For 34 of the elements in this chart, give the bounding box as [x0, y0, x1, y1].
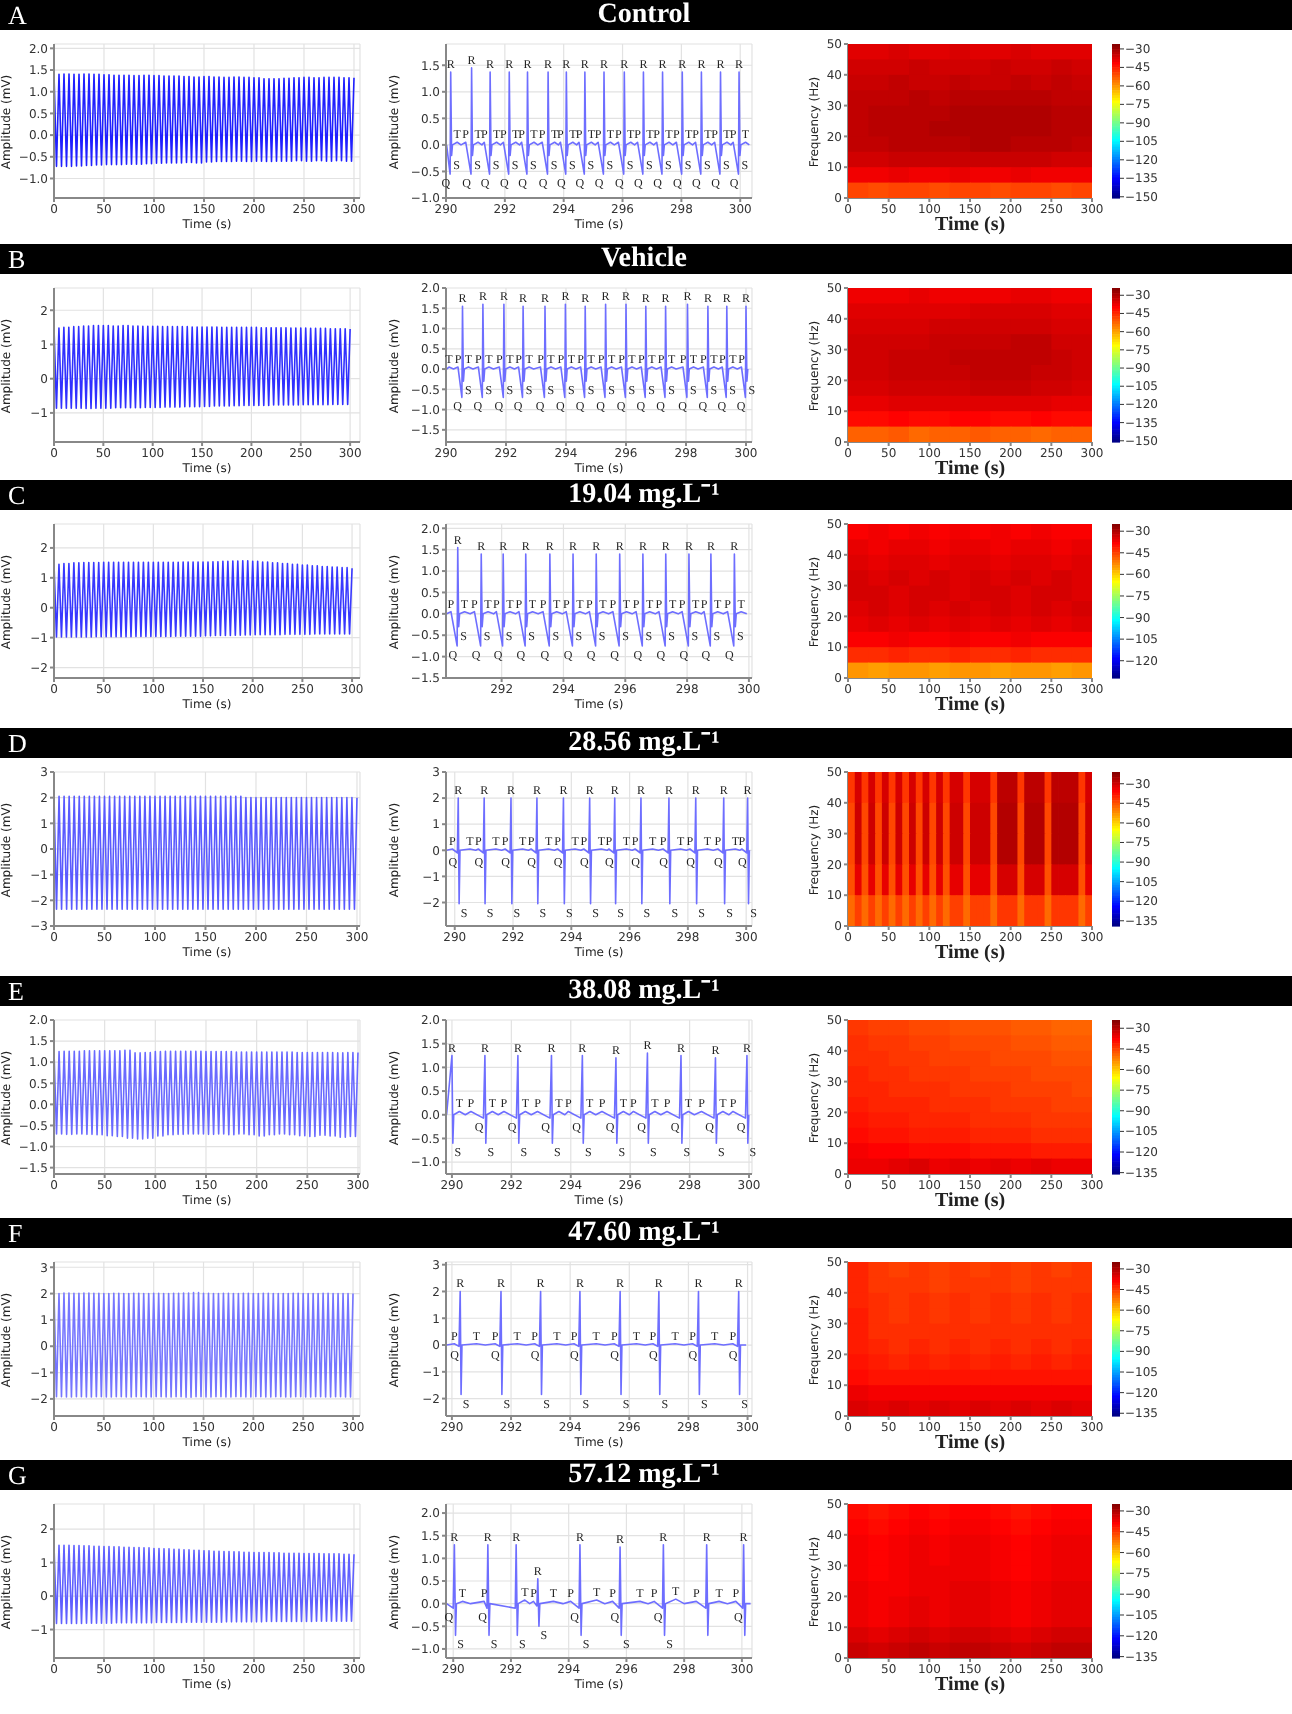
- x-axis-title: Time (s): [934, 1190, 1006, 1212]
- x-axis-title: Time (s): [934, 458, 1006, 480]
- chart-title: C: [8, 480, 26, 510]
- chart-title: F: [8, 1218, 23, 1248]
- chart-title: Control: [597, 0, 691, 30]
- chart-title: 19.04 mg.L⁻¹: [568, 480, 720, 510]
- line-series: [54, 1049, 359, 1140]
- chart-title: 47.60 mg.L⁻¹: [568, 1218, 720, 1248]
- line-series: [446, 1543, 752, 1637]
- chart-title: 28.56 mg.L⁻¹: [568, 728, 720, 758]
- chart-title: 57.12 mg.L⁻¹: [568, 1460, 720, 1490]
- x-axis-title: Time (s): [934, 1674, 1006, 1696]
- chart-title: G: [8, 1460, 27, 1490]
- line-series: [446, 797, 751, 905]
- x-axis-title: Time (s): [934, 1432, 1006, 1454]
- line-series: [446, 546, 748, 647]
- line-series: [54, 1291, 354, 1399]
- chart-title: E: [8, 976, 24, 1006]
- line-series: [446, 67, 751, 175]
- line-series: [446, 1290, 747, 1396]
- line-series: [54, 559, 353, 638]
- chart-title: A: [8, 0, 27, 30]
- chart-title: D: [8, 728, 27, 758]
- x-axis-title: Time (s): [934, 942, 1006, 964]
- line-series: [446, 1052, 750, 1144]
- line-series: [446, 303, 749, 399]
- chart-title: B: [8, 244, 26, 274]
- chart-title: 38.08 mg.L⁻¹: [568, 976, 720, 1006]
- line-series: [54, 73, 355, 168]
- chart-title: Vehicle: [600, 244, 688, 274]
- line-series: [54, 324, 351, 410]
- line-series: [54, 1544, 355, 1625]
- x-axis-title: Time (s): [934, 214, 1006, 236]
- x-axis-title: Time (s): [934, 694, 1006, 716]
